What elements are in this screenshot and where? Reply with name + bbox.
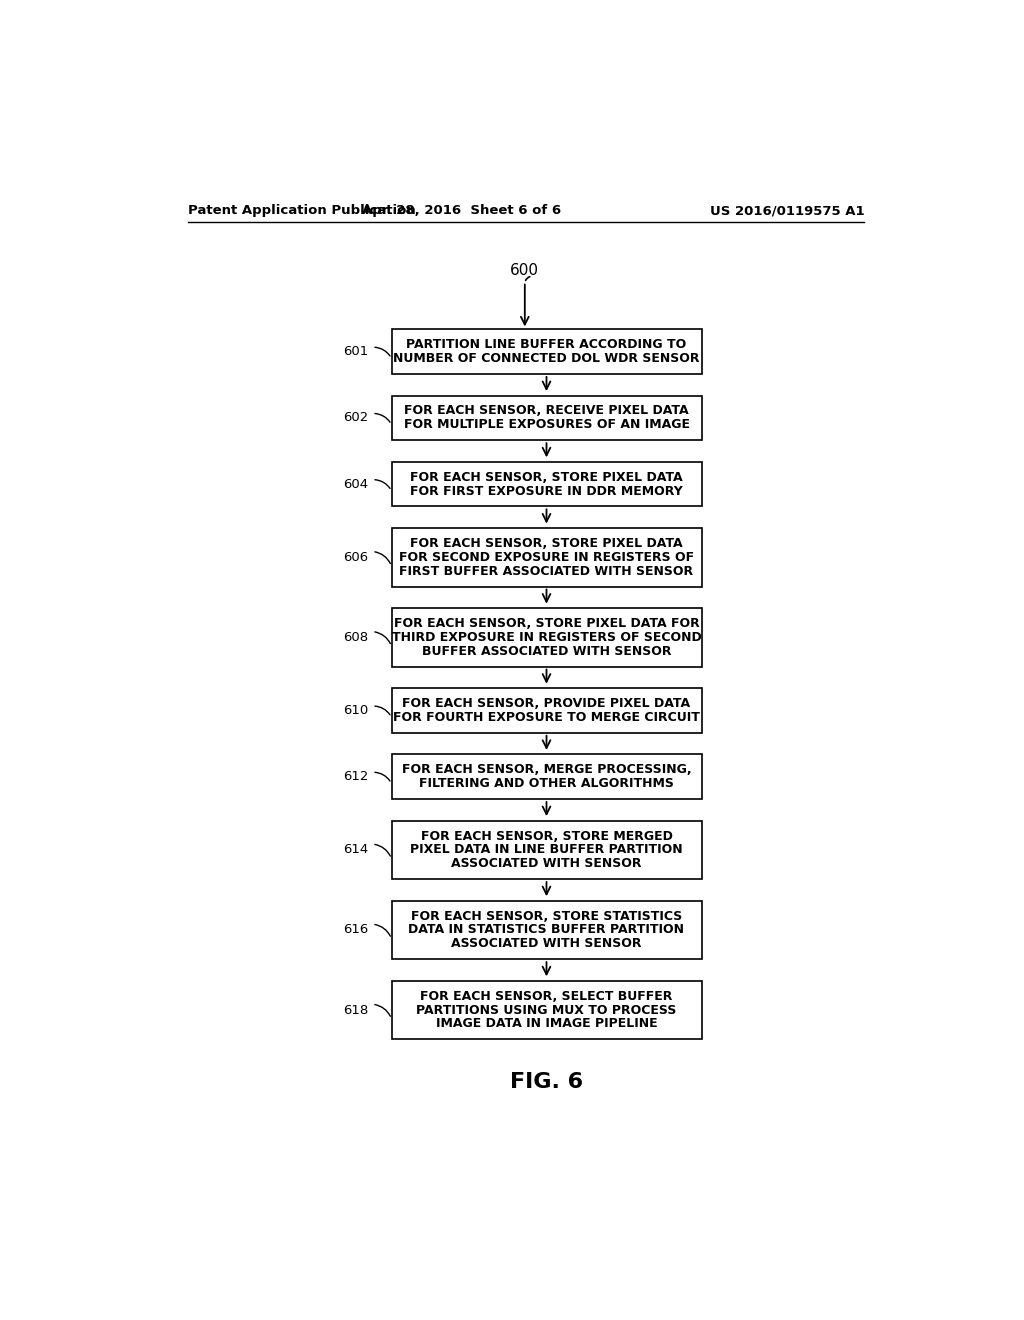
Text: FOR EACH SENSOR, STORE PIXEL DATA: FOR EACH SENSOR, STORE PIXEL DATA — [411, 537, 683, 550]
Text: FOR SECOND EXPOSURE IN REGISTERS OF: FOR SECOND EXPOSURE IN REGISTERS OF — [399, 550, 694, 564]
Bar — [391, 981, 701, 1039]
Text: FOR EACH SENSOR, MERGE PROCESSING,: FOR EACH SENSOR, MERGE PROCESSING, — [401, 763, 691, 776]
Bar — [391, 462, 701, 507]
Text: FOR EACH SENSOR, RECEIVE PIXEL DATA: FOR EACH SENSOR, RECEIVE PIXEL DATA — [404, 404, 689, 417]
Text: 610: 610 — [343, 704, 369, 717]
Text: 600: 600 — [510, 263, 540, 277]
Text: BUFFER ASSOCIATED WITH SENSOR: BUFFER ASSOCIATED WITH SENSOR — [422, 644, 672, 657]
Text: FOR EACH SENSOR, STORE STATISTICS: FOR EACH SENSOR, STORE STATISTICS — [411, 909, 682, 923]
Text: ASSOCIATED WITH SENSOR: ASSOCIATED WITH SENSOR — [452, 857, 642, 870]
Text: NUMBER OF CONNECTED DOL WDR SENSOR: NUMBER OF CONNECTED DOL WDR SENSOR — [393, 352, 699, 366]
Text: PARTITIONS USING MUX TO PROCESS: PARTITIONS USING MUX TO PROCESS — [417, 1003, 677, 1016]
Text: US 2016/0119575 A1: US 2016/0119575 A1 — [710, 205, 864, 218]
Text: FOR EACH SENSOR, PROVIDE PIXEL DATA: FOR EACH SENSOR, PROVIDE PIXEL DATA — [402, 697, 690, 710]
Text: FOR EACH SENSOR, STORE PIXEL DATA: FOR EACH SENSOR, STORE PIXEL DATA — [411, 471, 683, 483]
Bar — [391, 688, 701, 733]
Text: FILTERING AND OTHER ALGORITHMS: FILTERING AND OTHER ALGORITHMS — [419, 777, 674, 791]
Text: FOR EACH SENSOR, SELECT BUFFER: FOR EACH SENSOR, SELECT BUFFER — [420, 990, 673, 1003]
Text: FIRST BUFFER ASSOCIATED WITH SENSOR: FIRST BUFFER ASSOCIATED WITH SENSOR — [399, 565, 693, 578]
Text: FOR FOURTH EXPOSURE TO MERGE CIRCUIT: FOR FOURTH EXPOSURE TO MERGE CIRCUIT — [393, 711, 700, 723]
Text: FOR FIRST EXPOSURE IN DDR MEMORY: FOR FIRST EXPOSURE IN DDR MEMORY — [411, 484, 683, 498]
Bar — [391, 330, 701, 374]
Text: 606: 606 — [343, 550, 369, 564]
Bar — [391, 528, 701, 586]
Text: 608: 608 — [343, 631, 369, 644]
Bar — [391, 900, 701, 960]
Text: FIG. 6: FIG. 6 — [510, 1072, 583, 1092]
Text: PARTITION LINE BUFFER ACCORDING TO: PARTITION LINE BUFFER ACCORDING TO — [407, 338, 687, 351]
Text: FOR EACH SENSOR, STORE MERGED: FOR EACH SENSOR, STORE MERGED — [421, 829, 673, 842]
Text: ASSOCIATED WITH SENSOR: ASSOCIATED WITH SENSOR — [452, 937, 642, 950]
Text: Patent Application Publication: Patent Application Publication — [188, 205, 416, 218]
Text: FOR MULTIPLE EXPOSURES OF AN IMAGE: FOR MULTIPLE EXPOSURES OF AN IMAGE — [403, 418, 689, 432]
Text: 616: 616 — [343, 924, 369, 936]
Text: 604: 604 — [343, 478, 369, 491]
Text: 601: 601 — [343, 345, 369, 358]
Text: THIRD EXPOSURE IN REGISTERS OF SECOND: THIRD EXPOSURE IN REGISTERS OF SECOND — [391, 631, 701, 644]
Text: DATA IN STATISTICS BUFFER PARTITION: DATA IN STATISTICS BUFFER PARTITION — [409, 924, 684, 936]
Bar — [391, 396, 701, 441]
Text: 614: 614 — [343, 843, 369, 857]
Bar — [391, 821, 701, 879]
Text: IMAGE DATA IN IMAGE PIPELINE: IMAGE DATA IN IMAGE PIPELINE — [435, 1018, 657, 1031]
Text: 602: 602 — [343, 412, 369, 425]
Text: PIXEL DATA IN LINE BUFFER PARTITION: PIXEL DATA IN LINE BUFFER PARTITION — [411, 843, 683, 857]
Bar — [391, 755, 701, 799]
Bar — [391, 609, 701, 667]
Text: FOR EACH SENSOR, STORE PIXEL DATA FOR: FOR EACH SENSOR, STORE PIXEL DATA FOR — [393, 616, 699, 630]
Text: Apr. 28, 2016  Sheet 6 of 6: Apr. 28, 2016 Sheet 6 of 6 — [361, 205, 561, 218]
Text: 612: 612 — [343, 770, 369, 783]
Text: 618: 618 — [343, 1003, 369, 1016]
